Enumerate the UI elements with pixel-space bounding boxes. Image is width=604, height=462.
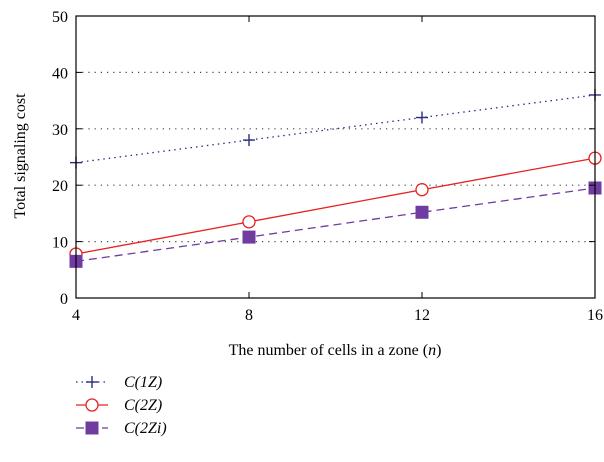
x-axis-label: The number of cells in a zone (n) xyxy=(229,342,442,359)
axes-layer xyxy=(75,15,596,299)
data-point xyxy=(415,183,429,197)
legend: C(1Z) C(2Z) C(2Zi) xyxy=(76,374,167,437)
legend-label: C(2Zi) xyxy=(124,420,167,437)
legend-item: C(2Zi) xyxy=(76,420,167,437)
x-tick-label: 8 xyxy=(245,307,253,324)
y-tick-label: 40 xyxy=(52,65,68,82)
x-tick-label: 12 xyxy=(414,307,430,324)
legend-item: C(2Z) xyxy=(76,397,162,414)
legend-marker xyxy=(85,421,99,435)
series-line xyxy=(75,157,596,255)
y-axis-label: Total signaling cost xyxy=(12,93,29,219)
legend-marker xyxy=(86,376,98,388)
series-0 xyxy=(70,88,601,169)
x-tick-label: 4 xyxy=(72,307,80,324)
data-point xyxy=(242,215,256,229)
data-point xyxy=(242,230,256,244)
y-tick-label: 50 xyxy=(52,9,68,26)
series-1 xyxy=(69,151,602,261)
y-tick-label: 30 xyxy=(52,122,68,139)
series-line xyxy=(75,187,596,262)
legend-marker xyxy=(85,398,99,412)
y-tick-label: 10 xyxy=(52,235,68,252)
x-tick-label: 16 xyxy=(587,307,603,324)
data-point xyxy=(415,205,429,219)
y-tick-label: 20 xyxy=(52,178,68,195)
y-tick-label: 0 xyxy=(60,291,68,308)
legend-label: C(1Z) xyxy=(124,374,162,391)
legend-label: C(2Z) xyxy=(124,397,162,414)
series-layer xyxy=(69,88,602,268)
data-point xyxy=(416,111,428,124)
tick-labels: 0 10 20 30 40 50 4 8 12 16 xyxy=(52,9,603,324)
plot-frame xyxy=(75,15,596,299)
series-2 xyxy=(69,181,602,268)
data-point xyxy=(243,134,255,147)
grid-lines xyxy=(76,71,595,243)
legend-item: C(1Z) xyxy=(76,374,162,391)
